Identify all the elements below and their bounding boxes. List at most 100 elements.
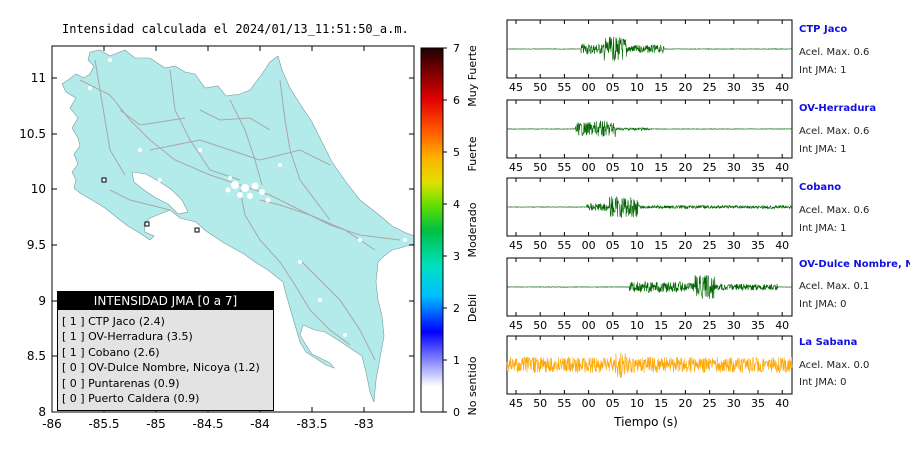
time-tick-label: 05 [606,81,620,94]
legend-item: [ 0 ] Puntarenas (0.9) [62,376,180,390]
lon-tick-label: -86 [42,417,62,431]
colorbar-tick-label: 1 [453,354,460,367]
colorbar-tick-label: 0 [453,406,460,419]
time-tick-label: 55 [557,397,571,410]
lat-tick-label: 11 [31,71,46,85]
colorbar-category-label: Fuerte [466,136,479,171]
time-tick-label: 45 [509,319,523,332]
lon-tick-label: -85 [146,417,166,431]
lon-tick-label: -84.5 [192,417,223,431]
time-tick-label: 50 [533,397,547,410]
station-name: La Sabana [799,337,858,348]
time-tick-label: 30 [727,161,741,174]
time-tick-label: 35 [751,161,765,174]
station-jma: Int JMA: 1 [799,144,847,155]
colorbar-tick-label: 4 [453,198,460,211]
colorbar-category-label: No sentido [466,356,479,415]
time-tick-label: 05 [606,397,620,410]
time-tick-label: 15 [654,161,668,174]
time-tick-label: 10 [630,239,644,252]
station-marker-jaco[interactable] [194,227,200,233]
time-tick-label: 55 [557,239,571,252]
lat-tick-label: 8.5 [27,349,46,363]
seismogram-trace [507,36,792,62]
time-tick-label: 10 [630,397,644,410]
station-jma: Int JMA: 1 [799,223,847,234]
legend-item: [ 1 ] CTP Jaco (2.4) [62,315,165,328]
station-acel: Acel. Max. 0.6 [799,126,870,137]
time-tick-label: 20 [678,81,692,94]
lat-tick-label: 10 [31,182,46,196]
time-tick-label: 25 [703,81,717,94]
time-tick-label: 50 [533,161,547,174]
station-marker-cobano[interactable] [144,221,150,227]
time-tick-label: 25 [703,397,717,410]
legend-item: [ 0 ] OV-Dulce Nombre, Nicoya (1.2) [62,361,260,375]
time-tick-label: 40 [775,81,789,94]
station-acel: Acel. Max. 0.6 [799,47,870,58]
time-tick-label: 15 [654,319,668,332]
station-acel: Acel. Max. 0.1 [799,281,870,292]
intensity-legend: INTENSIDAD JMA [0 a 7] [ 1 ] CTP Jaco (2… [57,291,274,411]
road-network [79,59,401,361]
station-jma: Int JMA: 1 [799,65,847,76]
legend-item: [ 1 ] OV-Herradura (3.5) [62,330,193,344]
time-tick-label: 05 [606,239,620,252]
lat-tick-label: 9.5 [27,238,46,252]
time-axis-label: Tiempo (s) [613,415,678,429]
time-tick-label: 45 [509,239,523,252]
lat-tick-label: 9 [38,294,46,308]
time-tick-label: 00 [582,81,596,94]
time-tick-label: 40 [775,161,789,174]
time-tick-label: 55 [557,319,571,332]
costa-rica-landmass [61,49,414,403]
time-tick-label: 20 [678,239,692,252]
colorbar-category-label: Muy Fuerte [466,45,479,107]
city-cluster [88,58,407,407]
station-jma: Int JMA: 0 [799,299,847,310]
station-name: CTP Jaco [799,24,848,35]
time-tick-label: 30 [727,81,741,94]
time-tick-label: 00 [582,397,596,410]
seismogram-trace [506,275,793,300]
time-tick-label: 05 [606,319,620,332]
time-tick-label: 10 [630,319,644,332]
time-tick-label: 50 [533,81,547,94]
time-tick-label: 35 [751,319,765,332]
colorbar-tick-label: 2 [453,302,460,315]
lon-tick-label: -84 [250,417,270,431]
time-tick-label: 00 [582,239,596,252]
lon-tick-label: -85.5 [88,417,119,431]
time-tick-label: 15 [654,397,668,410]
time-tick-label: 00 [582,319,596,332]
time-tick-label: 00 [582,161,596,174]
time-tick-label: 15 [654,239,668,252]
lon-tick-label: -83 [354,417,374,431]
time-tick-label: 20 [678,319,692,332]
legend-item: [ 1 ] Cobano (2.6) [62,345,160,359]
station-name: Cobano [799,182,842,193]
colorbar-tick-label: 7 [453,42,460,55]
station-acel: Acel. Max. 0.6 [799,205,870,216]
time-tick-label: 35 [751,81,765,94]
time-tick-label: 25 [703,319,717,332]
time-tick-label: 05 [606,161,620,174]
station-name: OV-Dulce Nombre, Nicoya [799,259,910,270]
time-tick-label: 40 [775,319,789,332]
station-name: OV-Herradura [799,103,877,114]
time-tick-label: 30 [727,239,741,252]
time-tick-label: 40 [775,397,789,410]
time-tick-label: 25 [703,161,717,174]
intensity-colorbar [420,47,444,413]
station-marker-nicoya[interactable] [101,177,107,183]
time-tick-label: 55 [557,81,571,94]
time-tick-label: 40 [775,239,789,252]
colorbar-category-label: Moderado [466,202,479,257]
time-tick-label: 55 [557,161,571,174]
seismogram-trace [506,120,793,137]
gulf-of-nicoya [131,171,189,215]
legend-item: [ 0 ] Puerto Caldera (0.9) [62,391,200,405]
time-tick-label: 50 [533,319,547,332]
time-tick-label: 35 [751,239,765,252]
